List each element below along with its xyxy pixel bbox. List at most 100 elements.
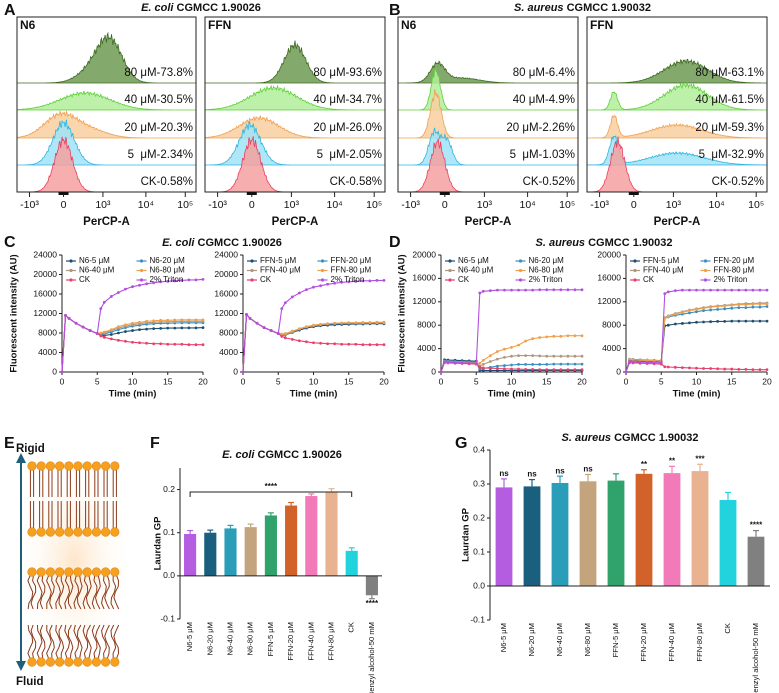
population-label: CK-0.52% xyxy=(523,176,575,188)
legend-label: N6-5 μM xyxy=(458,256,489,265)
lipid-head xyxy=(45,657,56,667)
data-point xyxy=(545,354,549,358)
population-label: 40 μM-61.5% xyxy=(695,94,764,106)
data-point xyxy=(496,364,499,368)
data-point xyxy=(524,362,527,366)
data-point xyxy=(496,350,499,353)
plot-frame xyxy=(204,16,386,193)
x-tick-label: 10⁴ xyxy=(708,199,724,211)
data-point xyxy=(666,315,670,318)
x-axis-label: Time (min) xyxy=(109,389,157,400)
legend-label: N6-5 μM xyxy=(79,256,110,265)
data-point xyxy=(681,288,684,292)
data-point xyxy=(702,367,705,370)
y-tick-label: 8000 xyxy=(38,327,57,337)
y-tick-label: 0.1 xyxy=(473,546,485,556)
title-strain: CGMCC 1.90026 xyxy=(177,2,261,14)
lipid-tail xyxy=(64,624,71,660)
data-point xyxy=(559,288,563,292)
data-point xyxy=(666,365,670,369)
data-point xyxy=(488,360,492,363)
data-point xyxy=(765,288,769,292)
y-tick-label: 0.1 xyxy=(163,527,175,537)
data-point xyxy=(109,328,113,331)
data-point xyxy=(751,288,755,292)
legend-label: FFN-80 μM xyxy=(714,266,755,275)
data-point xyxy=(255,321,259,325)
x-tick-label: 15 xyxy=(344,376,354,386)
data-point xyxy=(723,319,727,323)
data-point xyxy=(744,367,748,371)
data-point xyxy=(375,321,379,325)
legend-label: 2% Triton xyxy=(529,275,563,284)
data-point xyxy=(681,310,684,314)
data-point xyxy=(765,305,769,308)
data-point xyxy=(765,302,769,306)
lipid-tail xyxy=(67,624,74,660)
population-label: 5 μM-2.34% xyxy=(128,149,193,161)
lipid-head xyxy=(100,527,111,537)
data-point xyxy=(382,321,386,325)
data-point xyxy=(269,329,273,332)
y-tick-label: -0.1 xyxy=(160,613,175,623)
data-point xyxy=(173,326,177,330)
data-point xyxy=(573,354,577,358)
population-label: 5 μM-32.9% xyxy=(699,149,764,161)
histogram-group xyxy=(17,31,196,192)
x-tick-label: 0 xyxy=(241,376,246,386)
data-point xyxy=(488,366,492,370)
x-axis-label: Time (min) xyxy=(673,389,721,400)
x-tick-label: FFN-5 μM xyxy=(611,623,620,657)
legend-label: N6-40 μM xyxy=(458,266,494,275)
legend-label: FFN-40 μM xyxy=(643,266,684,275)
population-label: 40 μM-34.7% xyxy=(313,94,382,106)
data-point xyxy=(340,321,344,325)
data-point xyxy=(695,308,698,311)
data-point xyxy=(347,321,351,325)
y-tick-label: 8000 xyxy=(602,319,621,329)
y-tick-label: 12000 xyxy=(597,296,621,306)
data-point xyxy=(201,318,205,322)
bar xyxy=(551,482,569,586)
data-point xyxy=(95,332,99,335)
legend-label: FFN-20 μM xyxy=(714,256,755,265)
data-point xyxy=(503,288,506,292)
data-point xyxy=(573,368,577,372)
x-tick-label: 10⁵ xyxy=(177,199,193,211)
data-point xyxy=(580,354,584,358)
histogram-shape xyxy=(587,136,767,192)
x-tick-label: 10 xyxy=(507,376,517,386)
y-tick-label: 0 xyxy=(431,366,436,376)
data-point xyxy=(312,285,315,289)
legend-marker xyxy=(703,259,708,263)
data-point xyxy=(737,367,741,371)
population-label: 80 μM-93.6% xyxy=(313,67,382,79)
data-point xyxy=(245,313,248,316)
lipid-tail xyxy=(85,624,92,660)
data-point xyxy=(758,319,762,323)
data-point xyxy=(573,288,577,292)
data-point xyxy=(524,288,527,292)
bar xyxy=(747,536,765,586)
y-tick-label: 12000 xyxy=(214,308,238,318)
x-tick-label: 10³ xyxy=(666,199,682,211)
bar xyxy=(523,486,541,586)
x-tick-label: N6-80 μM xyxy=(583,623,592,657)
y-tick-label: 0.4 xyxy=(473,444,485,454)
data-point xyxy=(117,325,120,329)
x-axis-label: Time (min) xyxy=(290,389,338,400)
y-tick-label: 20000 xyxy=(412,249,436,259)
legend-marker xyxy=(448,259,452,263)
data-point xyxy=(524,339,527,343)
lipid-tail xyxy=(101,624,107,660)
population-label: 20 μM-20.3% xyxy=(124,122,193,134)
population-label: 40 μM-30.5% xyxy=(124,94,193,106)
lipid-tail xyxy=(27,624,34,660)
data-point xyxy=(481,362,485,366)
x-tick-label: 20 xyxy=(379,376,389,386)
data-point xyxy=(488,369,492,372)
data-point xyxy=(88,329,92,332)
data-point xyxy=(166,279,170,283)
legend-marker xyxy=(250,278,254,282)
lipid-head xyxy=(100,657,111,667)
